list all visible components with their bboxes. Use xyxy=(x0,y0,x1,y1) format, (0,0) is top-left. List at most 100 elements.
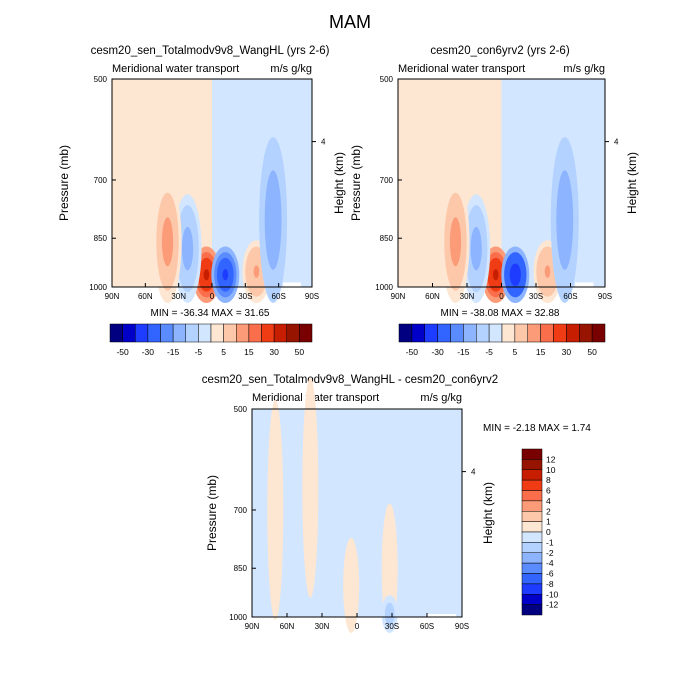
y-right-tick-label: 4 xyxy=(614,138,619,147)
panel-3-plot: 500 700 850 1000 4 90N 60N 30N 0 30S 60S 90S xyxy=(229,377,476,633)
panel-3-ylabel: Pressure (mb) xyxy=(205,475,219,551)
colorbar-box xyxy=(566,323,580,343)
colorbar-box xyxy=(109,323,123,343)
y-tick-label: 500 xyxy=(234,405,248,414)
panel-3-minmax: MIN = -2.18 MAX = 1.74 xyxy=(483,423,591,434)
feature-5 xyxy=(164,229,171,254)
colorbar-label: -15 xyxy=(167,347,180,357)
panel-3: cesm20_sen_Totalmodv9v8_WangHL - cesm20_… xyxy=(202,374,591,633)
colorbar-box xyxy=(236,323,250,343)
panel-2: cesm20_con6yrv2 (yrs 2-6) Meridional wat… xyxy=(349,45,639,357)
colorbar-box xyxy=(514,323,528,343)
panel-3-ylabel-right: Height (km) xyxy=(481,482,495,544)
colorbar-box xyxy=(521,531,543,543)
feature-1 xyxy=(308,458,312,517)
feature-4 xyxy=(184,237,191,260)
colorbar-label: 5 xyxy=(513,347,518,357)
panel-1-ylabel: Pressure (mb) xyxy=(57,145,71,221)
colorbar-box xyxy=(521,511,543,522)
colorbar-box xyxy=(521,573,543,585)
colorbar-box xyxy=(424,323,438,343)
y-tick-label: 850 xyxy=(234,564,248,573)
colorbar-box xyxy=(122,323,136,343)
panel-1-plot: 500 700 850 1000 4 90N 60N 30N 0 30S 60S 90S xyxy=(89,75,326,303)
panel-1-subtitle-left: Meridional water transport xyxy=(112,63,239,75)
feature-2 xyxy=(544,265,551,278)
colorbar-box xyxy=(172,323,186,343)
y-right-tick-label: 4 xyxy=(321,138,326,147)
y-right-tick-label: 4 xyxy=(471,468,476,477)
feature-3 xyxy=(270,203,276,237)
x-tick-label: 30N xyxy=(460,292,475,301)
colorbar-label: 15 xyxy=(244,347,254,357)
colorbar-box xyxy=(521,542,543,553)
x-tick-label: 0 xyxy=(355,622,360,631)
colorbar-box xyxy=(286,323,300,343)
colorbar-box xyxy=(521,490,543,502)
panel-2-minmax: MIN = -38.08 MAX = 32.88 xyxy=(441,308,560,319)
x-tick-label: 0 xyxy=(210,292,215,301)
colorbar-label: 10 xyxy=(546,465,556,475)
colorbar-box xyxy=(591,323,606,343)
colorbar-label: -12 xyxy=(546,600,559,610)
colorbar-box xyxy=(299,323,313,343)
panel-3-subtitle-left: Meridional water transport xyxy=(252,392,379,404)
panel-3-subtitle-right: m/s g/kg xyxy=(420,392,462,404)
x-tick-label: 60N xyxy=(425,292,440,301)
feature-4 xyxy=(388,610,392,618)
colorbar-box xyxy=(521,583,543,595)
x-tick-label: 0 xyxy=(499,292,504,301)
y-tick-label: 850 xyxy=(94,234,108,243)
colorbar-box xyxy=(185,323,199,343)
colorbar-label: 50 xyxy=(587,347,597,357)
colorbar-box xyxy=(521,500,543,512)
panel-2-ylabel-right: Height (km) xyxy=(625,152,639,214)
x-tick-label: 60N xyxy=(280,622,295,631)
colorbar-label: 30 xyxy=(562,347,572,357)
colorbar-box xyxy=(476,323,490,343)
colorbar-box xyxy=(521,521,543,533)
y-tick-label: 1000 xyxy=(375,283,393,292)
colorbar-label: -8 xyxy=(546,579,554,589)
feature-0 xyxy=(492,269,499,281)
colorbar-label: -30 xyxy=(142,347,155,357)
colorbar-label: -50 xyxy=(116,347,129,357)
colorbar-box xyxy=(540,323,554,343)
colorbar-box xyxy=(450,323,464,343)
colorbar-label: 0 xyxy=(546,527,551,537)
x-tick-label: 60S xyxy=(420,622,434,631)
colorbar-label: 30 xyxy=(269,347,279,357)
panel-1-ylabel-right: Height (km) xyxy=(332,152,346,214)
y-tick-label: 700 xyxy=(380,176,394,185)
panel-3-title: cesm20_sen_Totalmodv9v8_WangHL - cesm20_… xyxy=(202,374,498,386)
feature-2 xyxy=(349,575,353,595)
colorbar-box xyxy=(463,323,477,343)
colorbar-label: 6 xyxy=(546,486,551,496)
panel-2-ylabel: Pressure (mb) xyxy=(349,145,363,221)
colorbar-box xyxy=(398,323,413,343)
colorbar-box xyxy=(521,604,543,616)
colorbar-box xyxy=(521,479,543,491)
colorbar-label: 8 xyxy=(546,475,551,485)
colorbar-box xyxy=(553,323,567,343)
colorbar-label: -1 xyxy=(546,537,554,547)
x-tick-label: 90S xyxy=(305,292,319,301)
colorbar-box xyxy=(488,323,503,343)
x-tick-label: 90S xyxy=(455,622,469,631)
colorbar-box xyxy=(198,323,212,343)
x-tick-label: 30S xyxy=(238,292,252,301)
x-tick-label: 30S xyxy=(385,622,399,631)
colorbar-box xyxy=(210,323,224,343)
x-tick-label: 90N xyxy=(245,622,260,631)
colorbar-label: 15 xyxy=(536,347,546,357)
colorbar-label: 2 xyxy=(546,506,551,516)
y-tick-label: 700 xyxy=(94,176,108,185)
colorbar-box xyxy=(411,323,425,343)
colorbar-label: -4 xyxy=(546,558,554,568)
colorbar-label: 4 xyxy=(546,496,551,506)
panel-2-plot: 500 700 850 1000 4 90N 60N 30N 0 30S 60S 90S xyxy=(375,75,619,303)
colorbar-box xyxy=(521,552,543,564)
y-tick-label: 1000 xyxy=(229,613,247,622)
colorbar-box xyxy=(160,323,174,343)
